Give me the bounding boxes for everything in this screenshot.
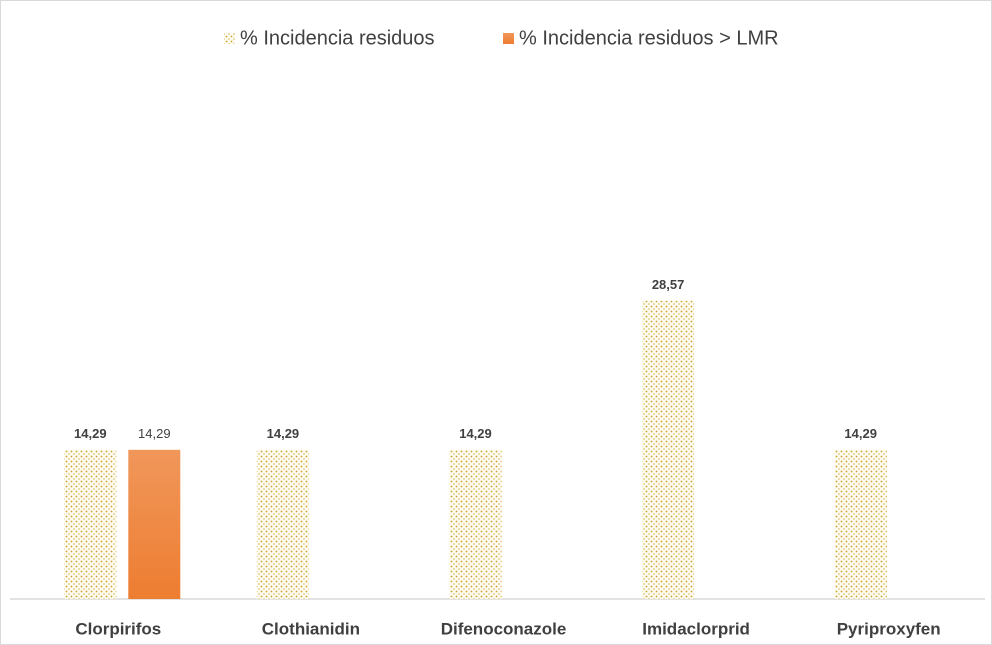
data-label: 14,29	[459, 426, 492, 441]
data-label: 14,29	[844, 426, 877, 441]
bar	[449, 449, 502, 599]
data-label: 14,29	[138, 426, 171, 441]
bar	[64, 449, 117, 599]
legend-label: % Incidencia residuos	[240, 27, 435, 49]
bar	[128, 449, 181, 599]
x-tick-label: Clorpirifos	[75, 619, 161, 638]
x-tick-label: Imidaclorprid	[642, 619, 750, 638]
data-label: 14,29	[267, 426, 300, 441]
data-label: 28,57	[652, 277, 685, 292]
x-tick-label: Pyriproxyfen	[837, 619, 941, 638]
bar	[642, 300, 695, 599]
x-tick-label: Difenoconazole	[441, 619, 567, 638]
bar	[834, 449, 887, 599]
data-label: 14,29	[74, 426, 107, 441]
bar	[256, 449, 309, 599]
legend-swatch	[224, 33, 235, 44]
legend-swatch	[503, 33, 514, 44]
x-tick-label: Clothianidin	[262, 619, 360, 638]
legend-label: % Incidencia residuos > LMR	[519, 27, 779, 49]
